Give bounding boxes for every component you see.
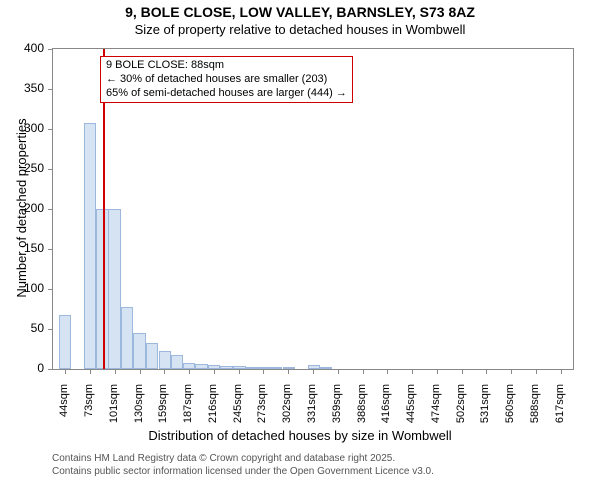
xtick-line [437, 369, 438, 374]
xtick-line [338, 369, 339, 374]
histogram-bar [283, 367, 295, 369]
xtick-label: 531sqm [479, 384, 491, 434]
histogram-bar [59, 315, 71, 369]
ytick-label: 250 [0, 161, 44, 175]
xtick-label: 445sqm [405, 384, 417, 434]
ytick-line [48, 369, 53, 370]
ytick-line [48, 209, 53, 210]
xtick-label: 101sqm [108, 384, 120, 434]
ytick-line [48, 89, 53, 90]
annotation-line2: ← 30% of detached houses are smaller (20… [106, 73, 347, 87]
xtick-line [536, 369, 537, 374]
xtick-label: 302sqm [281, 384, 293, 434]
histogram-bar [257, 367, 269, 369]
xtick-label: 474sqm [430, 384, 442, 434]
xtick-line [164, 369, 165, 374]
ytick-line [48, 129, 53, 130]
xtick-label: 560sqm [504, 384, 516, 434]
annotation-line1: 9 BOLE CLOSE: 88sqm [106, 59, 347, 73]
ytick-label: 350 [0, 81, 44, 95]
histogram-bar [270, 367, 282, 369]
xtick-label: 617sqm [554, 384, 566, 434]
xtick-line [90, 369, 91, 374]
xtick-label: 331sqm [306, 384, 318, 434]
histogram-bar [233, 366, 245, 369]
xtick-label: 130sqm [133, 384, 145, 434]
histogram-bar [246, 367, 258, 369]
xtick-label: 73sqm [83, 384, 95, 434]
ytick-line [48, 329, 53, 330]
annotation-box: 9 BOLE CLOSE: 88sqm← 30% of detached hou… [100, 56, 353, 103]
xtick-line [412, 369, 413, 374]
histogram-bar [171, 355, 183, 369]
ytick-label: 400 [0, 41, 44, 55]
xtick-label: 502sqm [455, 384, 467, 434]
xtick-line [263, 369, 264, 374]
xtick-line [140, 369, 141, 374]
histogram-bar [108, 209, 120, 369]
xtick-label: 416sqm [380, 384, 392, 434]
page-title: 9, BOLE CLOSE, LOW VALLEY, BARNSLEY, S73… [0, 4, 600, 20]
ytick-line [48, 289, 53, 290]
xtick-label: 388sqm [356, 384, 368, 434]
xtick-line [387, 369, 388, 374]
histogram-bar [159, 351, 171, 369]
annotation-line3: 65% of semi-detached houses are larger (… [106, 87, 347, 101]
xtick-line [65, 369, 66, 374]
ytick-label: 200 [0, 201, 44, 215]
ytick-line [48, 169, 53, 170]
ytick-label: 100 [0, 281, 44, 295]
xtick-line [462, 369, 463, 374]
histogram-bar [121, 307, 133, 369]
xtick-line [239, 369, 240, 374]
histogram-bar [208, 365, 220, 369]
xtick-label: 44sqm [58, 384, 70, 434]
xtick-label: 245sqm [232, 384, 244, 434]
ytick-label: 0 [0, 361, 44, 375]
footer-line1: Contains HM Land Registry data © Crown c… [52, 453, 434, 466]
ytick-line [48, 249, 53, 250]
page-subtitle: Size of property relative to detached ho… [0, 22, 600, 37]
xtick-label: 216sqm [207, 384, 219, 434]
xtick-line [288, 369, 289, 374]
histogram-bar [133, 333, 145, 369]
xtick-label: 359sqm [331, 384, 343, 434]
histogram-bar [146, 343, 158, 369]
xtick-label: 588sqm [529, 384, 541, 434]
ytick-label: 150 [0, 241, 44, 255]
xtick-label: 159sqm [157, 384, 169, 434]
ytick-label: 300 [0, 121, 44, 135]
xtick-label: 273sqm [256, 384, 268, 434]
xtick-line [313, 369, 314, 374]
histogram-bar [308, 365, 320, 369]
xtick-line [486, 369, 487, 374]
histogram-bar [84, 123, 96, 369]
xtick-line [214, 369, 215, 374]
xtick-label: 187sqm [182, 384, 194, 434]
xtick-line [511, 369, 512, 374]
xtick-line [561, 369, 562, 374]
xtick-line [115, 369, 116, 374]
ytick-line [48, 49, 53, 50]
footer-line2: Contains public sector information licen… [52, 466, 434, 479]
xtick-line [189, 369, 190, 374]
histogram-bar [183, 363, 195, 369]
ytick-label: 50 [0, 321, 44, 335]
xtick-line [363, 369, 364, 374]
histogram-bar [195, 364, 207, 369]
histogram-bar [320, 367, 332, 369]
histogram-bar [220, 366, 232, 369]
histogram-plot: 9 BOLE CLOSE: 88sqm← 30% of detached hou… [52, 48, 574, 370]
